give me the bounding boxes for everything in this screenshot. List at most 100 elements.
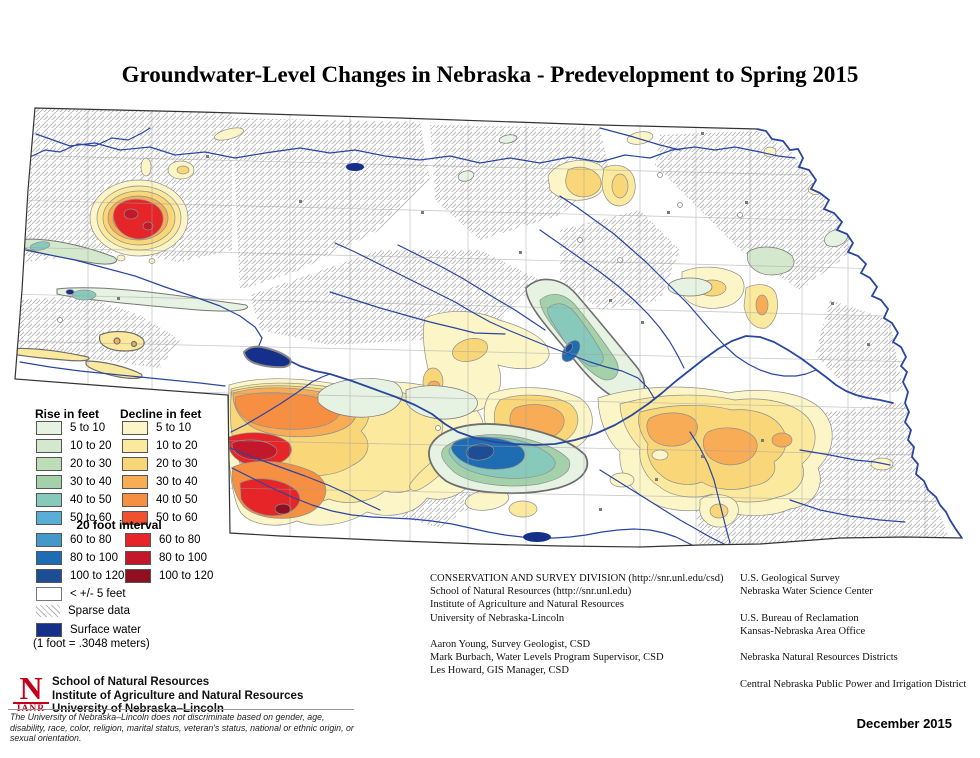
rivers xyxy=(15,127,906,547)
river-little-blue xyxy=(599,469,731,547)
credit-line: Central Nebraska Public Power and Irriga… xyxy=(740,678,967,690)
legend-swatch xyxy=(122,511,148,525)
lake-harlan xyxy=(523,532,551,542)
credit-line: U.S. Bureau of Reclamation xyxy=(740,612,859,624)
surface-water xyxy=(242,163,551,542)
lake-mcconaughy xyxy=(242,345,292,369)
nondiscrimination-disclaimer: The University of Nebraska–Lincoln does … xyxy=(10,712,354,744)
rise-small-patches xyxy=(457,134,848,297)
legend-swatch xyxy=(122,421,148,435)
decline-region-southwest xyxy=(227,378,490,526)
legend-item: 60 to 80 xyxy=(125,533,201,547)
river-whiteriver xyxy=(27,127,151,159)
legend-item: 80 to 100 xyxy=(36,551,118,565)
lake-sandhills xyxy=(346,163,364,171)
legend-label: 80 to 100 xyxy=(159,552,207,564)
credit-spacer xyxy=(430,625,730,638)
credit-line: Aaron Young, Survey Geologist, CSD xyxy=(430,639,591,650)
credit-line: Mark Burbach, Water Levels Program Super… xyxy=(430,652,664,664)
legend-label: 30 to 40 xyxy=(156,476,198,488)
map-legend: Rise in feet Decline in feet 5 to 10 10 … xyxy=(33,407,248,657)
river-south-platte xyxy=(230,373,331,433)
credit-spacer xyxy=(740,638,975,651)
river-lodgepole xyxy=(19,361,226,387)
legend-swatch xyxy=(122,493,148,507)
legend-swatch xyxy=(36,493,62,507)
legend-item: 5 to 10 xyxy=(122,421,191,435)
legend-swatch xyxy=(122,439,148,453)
rise-region-tricounty xyxy=(428,423,589,495)
credit-line: Kansas-Nebraska Area Office xyxy=(740,625,866,637)
legend-label: 60 to 80 xyxy=(70,534,112,546)
legend-swatch xyxy=(125,569,151,583)
legend-label: 5 to 10 xyxy=(70,422,106,434)
legend-item: 10 to 20 xyxy=(122,439,198,453)
credits-partners: U.S. Geological Survey Nebraska Water Sc… xyxy=(740,572,975,691)
credit-spacer xyxy=(740,664,975,677)
legend-swatch-hatch xyxy=(36,605,60,617)
legend-item: 60 to 80 xyxy=(36,533,112,547)
org-line: School of Natural Resources xyxy=(52,676,210,688)
legend-item: 100 to 120 xyxy=(36,569,124,583)
legend-label: 50 to 60 xyxy=(70,512,112,524)
legend-swatch xyxy=(36,551,62,565)
legend-item: 10 to 20 xyxy=(36,439,112,453)
credit-line: Institute of Agriculture and Natural Res… xyxy=(430,599,624,611)
legend-label: 10 to 20 xyxy=(156,440,198,452)
credit-line: Nebraska Water Science Center xyxy=(740,586,873,598)
legend-swatch xyxy=(36,511,62,525)
legend-decline-header: Decline in feet xyxy=(120,407,202,421)
legend-item: 5 to 10 xyxy=(36,421,105,435)
river-north-platte xyxy=(15,247,263,357)
legend-interval-header: 20 foot interval xyxy=(76,518,162,532)
credit-line: Nebraska Natural Resources Districts xyxy=(740,652,898,664)
decline-region-pumpkin-creek xyxy=(15,330,145,380)
river-keya-paha xyxy=(599,127,681,151)
legend-label: 50 to 60 xyxy=(156,512,198,524)
river-frenchman xyxy=(229,447,381,511)
legend-label: 10 to 20 xyxy=(70,440,112,452)
credit-spacer xyxy=(740,598,975,611)
river-dismal xyxy=(329,291,506,335)
legend-label: 40 to 50 xyxy=(70,494,112,506)
legend-label: 20 to 30 xyxy=(156,458,198,470)
decline-region-boxbutte xyxy=(89,127,244,264)
legend-item: 100 to 120 xyxy=(125,569,213,583)
legend-swatch xyxy=(125,533,151,547)
legend-item: 40 t0 50 xyxy=(122,493,198,507)
well-dots xyxy=(57,132,870,511)
legend-item: 30 to 40 xyxy=(36,475,112,489)
rise-decline-regions xyxy=(15,127,894,528)
legend-label: < +/- 5 feet xyxy=(70,588,126,600)
state-outline xyxy=(14,107,964,548)
credits-csd: CONSERVATION AND SURVEY DIVISION (http:/… xyxy=(430,572,730,678)
river-niobrara xyxy=(35,133,796,164)
publication-date: December 2015 xyxy=(856,716,952,731)
legend-label: 30 to 40 xyxy=(70,476,112,488)
legend-item-surface: Surface water xyxy=(36,623,141,637)
legend-label: 40 t0 50 xyxy=(156,494,198,506)
legend-item-sparse: Sparse data xyxy=(36,605,130,619)
river-little-nemaha xyxy=(799,449,891,466)
legend-rise-header: Rise in feet xyxy=(35,407,100,421)
credit-line: U.S. Geological Survey xyxy=(740,573,840,584)
legend-swatch xyxy=(36,421,62,435)
river-big-blue xyxy=(689,431,731,544)
legend-item: 50 to 60 xyxy=(36,511,112,525)
legend-item: 20 to 30 xyxy=(122,457,198,471)
credit-line: School of Natural Resources (http://snr.… xyxy=(430,586,632,598)
decline-region-east xyxy=(597,266,833,516)
legend-label: 5 to 10 xyxy=(156,422,192,434)
legend-item: 40 to 50 xyxy=(36,493,112,507)
legend-swatch xyxy=(36,569,62,583)
legend-swatch xyxy=(36,533,62,547)
legend-swatch xyxy=(36,623,62,637)
footer-divider xyxy=(8,709,354,710)
credit-line: CONSERVATION AND SURVEY DIVISION (http:/… xyxy=(430,573,724,584)
river-republican xyxy=(231,467,695,547)
river-cedar xyxy=(539,229,685,369)
river-north-loup xyxy=(397,244,546,331)
legend-label: 100 to 120 xyxy=(70,570,125,582)
